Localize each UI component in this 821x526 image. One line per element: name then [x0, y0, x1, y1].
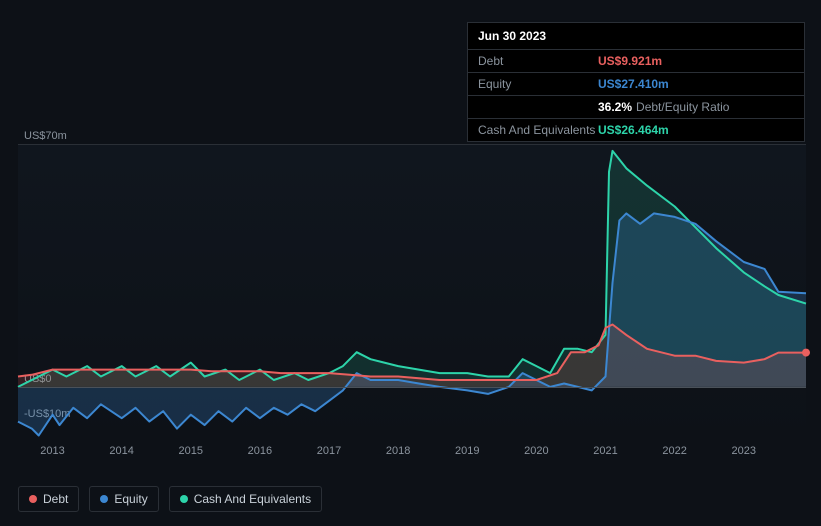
series-end-marker-debt	[802, 349, 810, 357]
legend-label: Equity	[114, 492, 147, 506]
series-fill-equity	[18, 213, 806, 435]
legend-item-cash[interactable]: Cash And Equivalents	[169, 486, 322, 512]
tooltip-value: US$9.921m	[598, 54, 662, 68]
x-axis-tick: 2016	[248, 445, 272, 457]
zero-line	[18, 387, 806, 388]
legend-label: Cash And Equivalents	[194, 492, 311, 506]
x-axis-tick: 2013	[40, 445, 64, 457]
tooltip-value: US$26.464m	[598, 123, 669, 137]
legend-swatch	[29, 495, 37, 503]
x-axis-tick: 2017	[317, 445, 341, 457]
chart-tooltip: Jun 30 2023 DebtUS$9.921mEquityUS$27.410…	[467, 22, 805, 142]
tooltip-label: Debt	[478, 54, 598, 68]
tooltip-label: Equity	[478, 77, 598, 91]
financial-chart: Jun 30 2023 DebtUS$9.921mEquityUS$27.410…	[0, 0, 821, 526]
x-axis-tick: 2019	[455, 445, 479, 457]
x-axis-tick: 2014	[109, 445, 133, 457]
tooltip-label: Cash And Equivalents	[478, 123, 598, 137]
legend-swatch	[100, 495, 108, 503]
x-axis-tick: 2015	[179, 445, 203, 457]
legend-item-debt[interactable]: Debt	[18, 486, 79, 512]
tooltip-row: DebtUS$9.921m	[468, 50, 804, 73]
tooltip-row: EquityUS$27.410m	[468, 73, 804, 96]
legend-label: Debt	[43, 492, 68, 506]
chart-svg	[18, 144, 806, 439]
x-axis-tick: 2021	[593, 445, 617, 457]
x-axis-tick: 2020	[524, 445, 548, 457]
chart-legend: Debt Equity Cash And Equivalents	[18, 486, 322, 512]
tooltip-suffix: Debt/Equity Ratio	[636, 100, 729, 114]
tooltip-row: Cash And EquivalentsUS$26.464m	[468, 119, 804, 141]
x-axis-tick: 2022	[662, 445, 686, 457]
tooltip-value: US$27.410m	[598, 77, 669, 91]
tooltip-row: 36.2%Debt/Equity Ratio	[468, 96, 804, 119]
x-axis-tick: 2023	[732, 445, 756, 457]
tooltip-label	[478, 100, 598, 114]
legend-swatch	[180, 495, 188, 503]
y-axis-tick: US$70m	[24, 130, 67, 142]
tooltip-date: Jun 30 2023	[468, 23, 804, 50]
x-axis-tick: 2018	[386, 445, 410, 457]
legend-item-equity[interactable]: Equity	[89, 486, 158, 512]
tooltip-value: 36.2%Debt/Equity Ratio	[598, 100, 729, 114]
